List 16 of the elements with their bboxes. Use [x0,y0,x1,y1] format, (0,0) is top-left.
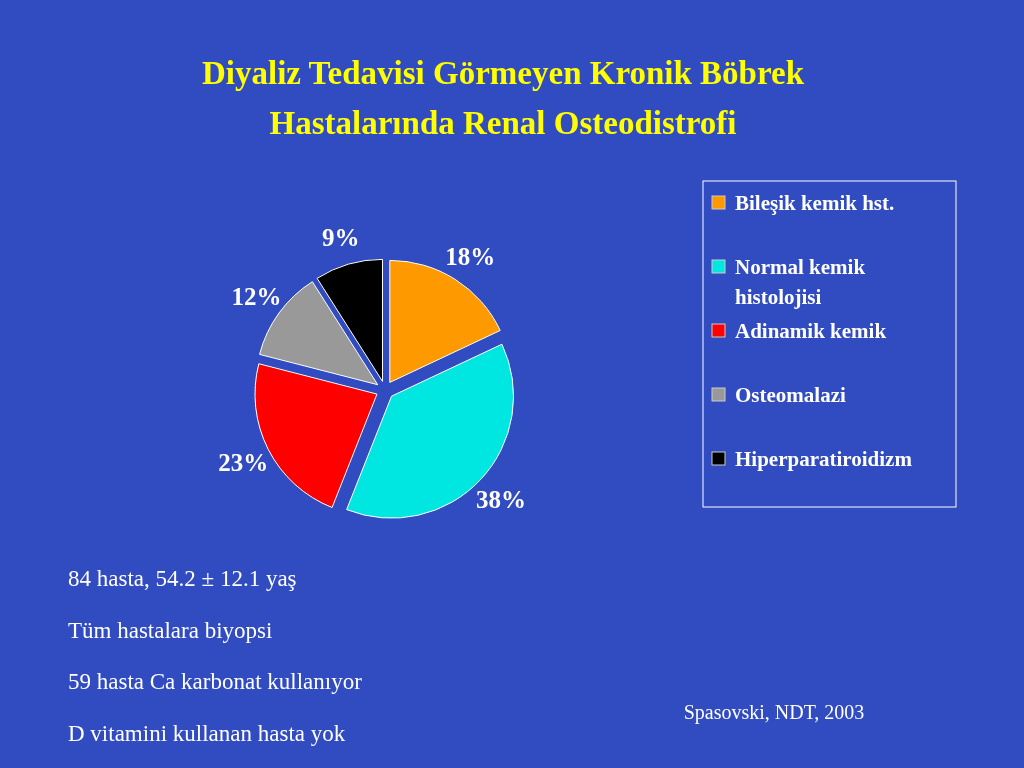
text: 59 hasta Ca karbonat kullanıyor [68,669,363,694]
legend-label: Osteomalazi [735,383,846,407]
text: Spasovski, NDT, 2003 [683,701,865,724]
legend-label: Adinamik kemik [735,319,887,343]
legend-label: Bileşik kemik hst. [735,191,895,215]
legend-label: Hiperparatiroidizm [735,447,913,471]
data-label: 18% [445,242,496,270]
data-label: 9% [321,224,360,252]
chart-title: Diyaliz Tedavisi Görmeyen Kronik Böbrek Hastalarında Renal Osteodistrofi [201,55,805,141]
data-label: 12% [231,283,282,311]
text: Tüm hastalara biyopsi [68,617,273,643]
data-label: 23% [218,448,269,476]
data-label: 38% [475,485,526,513]
text: D vitamini kullanan hasta yok [68,720,346,746]
legend-label: Normal kemik histolojisi [735,255,866,309]
text: 84 hasta, 54.2 ± 12.1 yaş [68,566,297,591]
